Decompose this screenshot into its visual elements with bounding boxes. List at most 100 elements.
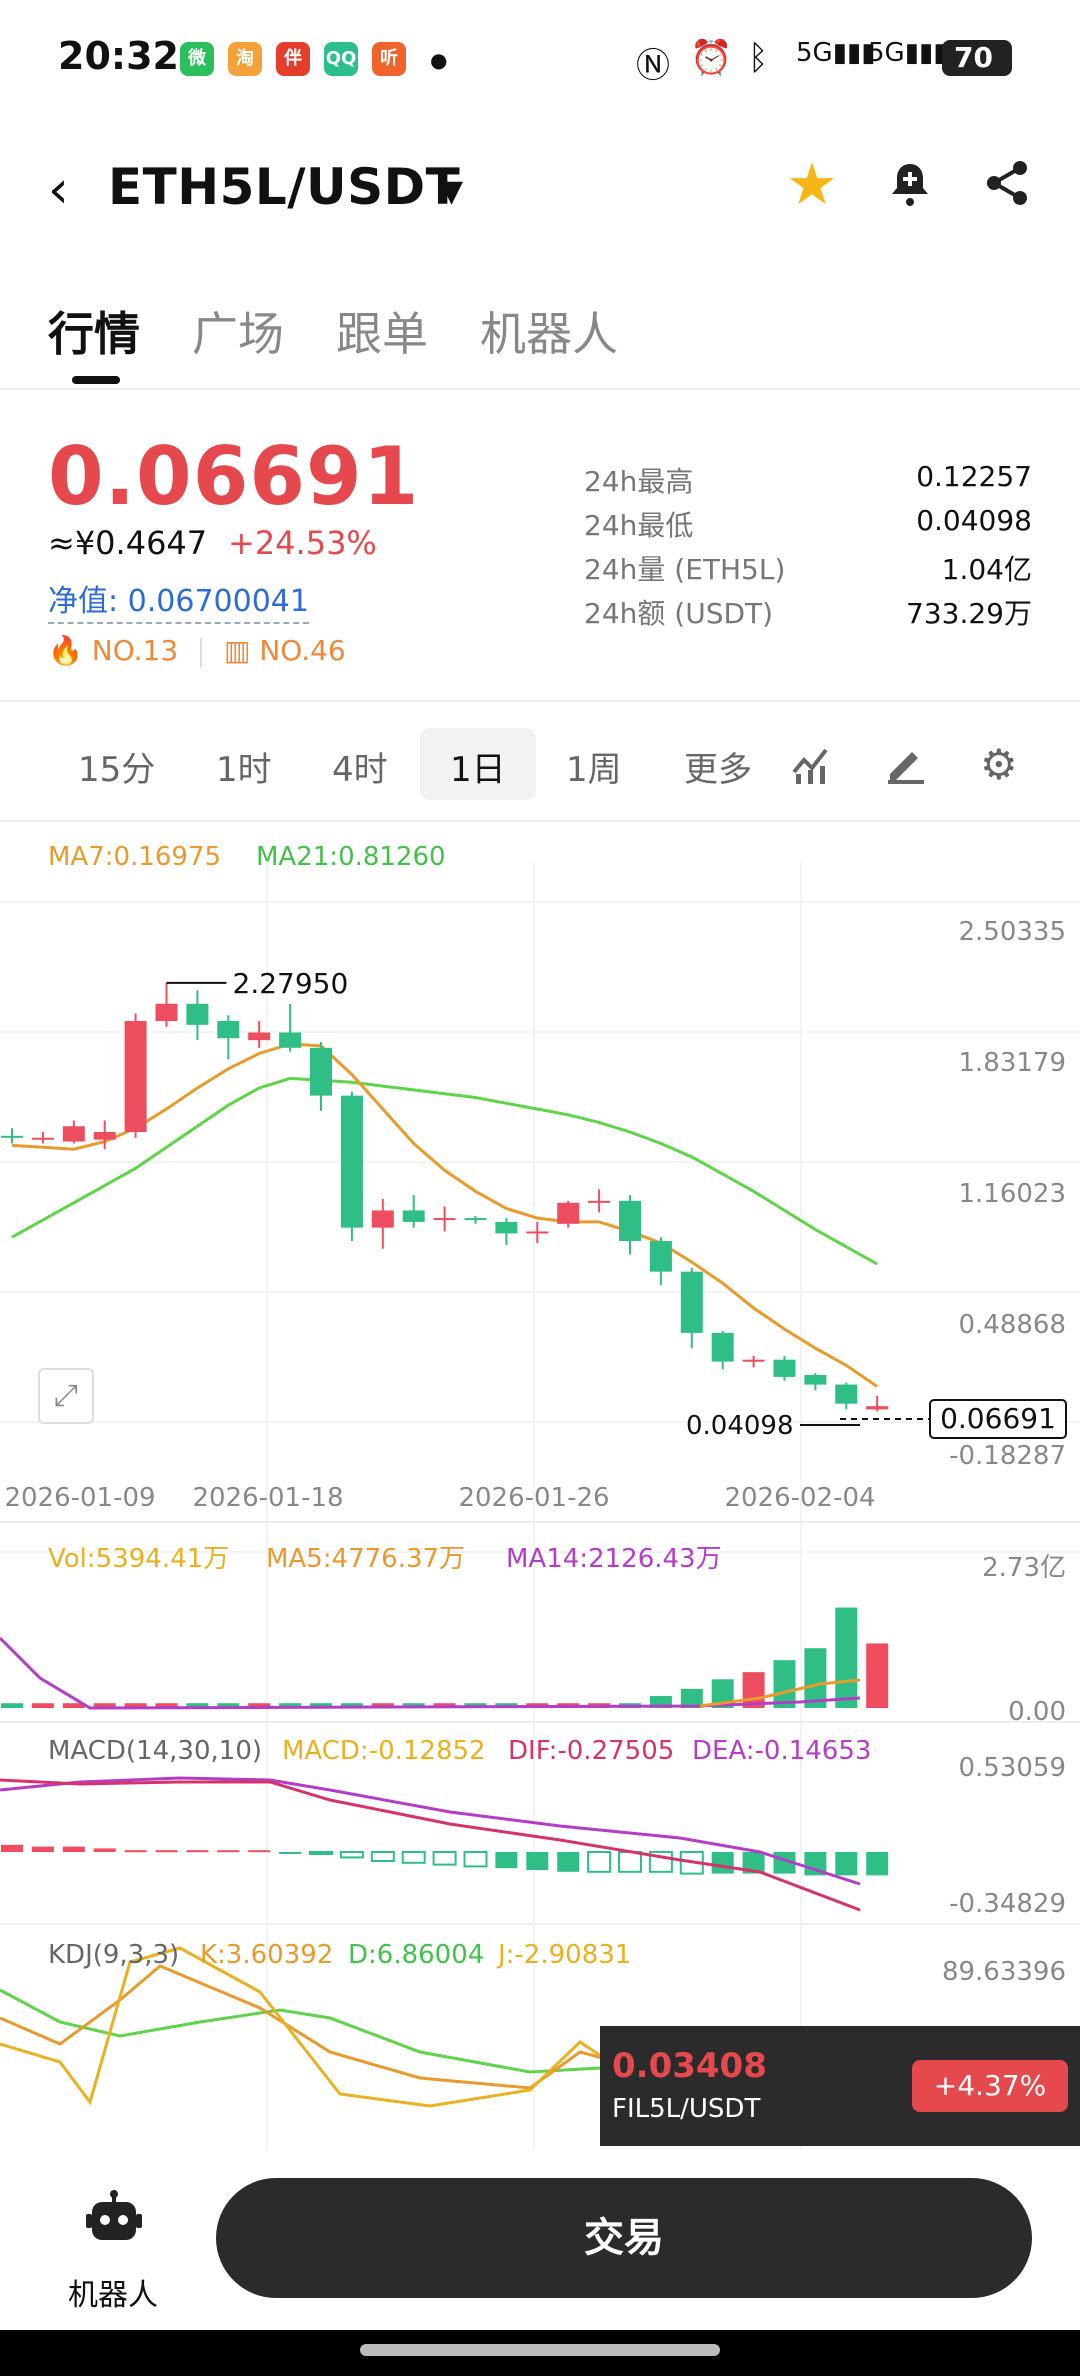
alert-bell-icon[interactable] <box>884 158 936 214</box>
timeframe-active-bg <box>420 728 536 800</box>
tf-15m[interactable]: 15分 <box>78 750 156 790</box>
candle-body <box>619 1200 641 1242</box>
volume-bar <box>248 1703 271 1708</box>
taobao-icon: 淘 <box>228 42 262 76</box>
stat-high-value: 0.12257 <box>916 460 1032 493</box>
macd-axis-tick: 0.53059 <box>958 1753 1066 1783</box>
float-price: 0.03408 <box>612 2046 767 2086</box>
rank-gain-label: NO.46 <box>259 634 346 667</box>
candle-body <box>742 1359 765 1362</box>
macd-hist-bar <box>186 1850 209 1853</box>
bottom-bar: 机器人 交易 <box>0 2150 1080 2330</box>
main-tabs: 行情 广场 跟单 机器人 <box>0 290 1080 390</box>
tf-4h[interactable]: 4时 <box>332 750 388 790</box>
ma7-line <box>11 1042 879 1388</box>
indicator-icon[interactable] <box>790 742 834 790</box>
ma21-legend: MA21:0.81260 <box>256 842 446 872</box>
candle-body <box>186 1003 209 1025</box>
dea-value: DEA:-0.14653 <box>692 1736 872 1766</box>
stat-amount-value: 733.29万 <box>906 597 1032 630</box>
macd-hist-bar <box>309 1851 333 1855</box>
tab-copy-trade[interactable]: 跟单 <box>336 307 428 361</box>
candle-body <box>124 1021 147 1132</box>
float-pair: FIL5L/USDT <box>612 2094 761 2124</box>
stat-low-value: 0.04098 <box>916 504 1032 537</box>
macd-hist-bar <box>248 1850 271 1853</box>
tf-more[interactable]: 更多 <box>684 750 752 790</box>
tab-square[interactable]: 广场 <box>192 307 284 361</box>
tf-1d[interactable]: 1日 <box>450 750 506 790</box>
candle-body <box>62 1126 85 1142</box>
volume-bar <box>279 1703 302 1708</box>
tf-1h[interactable]: 1时 <box>216 750 272 790</box>
volume-bar <box>773 1660 796 1708</box>
candle-body <box>680 1271 703 1333</box>
ma5-vol-legend: MA5:4776.37万 <box>266 1544 466 1574</box>
trade-button[interactable]: 交易 <box>216 2178 1032 2298</box>
candle-body <box>866 1406 889 1410</box>
macd-hist-bar <box>31 1846 54 1852</box>
candle-body <box>340 1095 363 1228</box>
price-axis-tick: 2.50335 <box>958 917 1066 947</box>
rank-hot[interactable]: 🔥 NO.13 <box>48 634 178 667</box>
macd-hist-bar <box>618 1851 642 1873</box>
last-price: 0.06691 <box>48 430 420 523</box>
status-time: 20:32 <box>58 34 179 78</box>
expand-icon[interactable]: ⤢ <box>38 1368 94 1424</box>
kdj-name: KDJ(9,3,3) <box>48 1940 180 1970</box>
macd-hist-bar <box>432 1851 457 1866</box>
candle-body <box>557 1202 580 1224</box>
kdj-k: K:3.60392 <box>200 1940 334 1970</box>
stat-amount-label: 24h额 (USDT) <box>584 597 774 630</box>
volume-bar <box>340 1703 363 1708</box>
robot-label[interactable]: 机器人 <box>68 2278 158 2313</box>
tf-1w[interactable]: 1周 <box>566 750 622 790</box>
candle-body <box>464 1218 487 1221</box>
timeframe-bar: 15分 1时 4时 1日 1周 更多 ⚙ <box>0 720 1080 820</box>
home-indicator[interactable] <box>360 2344 720 2356</box>
tab-market[interactable]: 行情 <box>48 307 140 361</box>
volume-bar <box>124 1703 147 1708</box>
cny-price: ≈¥0.4647 <box>48 524 208 562</box>
rank-gain[interactable]: ▥ NO.46 <box>224 634 346 667</box>
candle-body <box>402 1210 425 1222</box>
price-axis-tick: 0.48868 <box>958 1310 1066 1340</box>
macd-hist-bar <box>835 1852 858 1876</box>
back-icon[interactable]: ‹ <box>48 160 69 220</box>
volume-bar <box>31 1703 54 1708</box>
favorite-star-icon[interactable]: ★ <box>786 150 838 218</box>
candle-body <box>371 1210 394 1228</box>
kline-chart[interactable]: MA7:0.16975 MA21:0.81260 2.50335 1.83179 1… <box>0 820 1080 2152</box>
vol-ma5-line <box>699 1678 861 1708</box>
vol-legend: Vol:5394.41万 <box>48 1544 230 1574</box>
vol-ma14-line <box>0 1636 861 1710</box>
candle-body <box>31 1137 54 1140</box>
robot-icon[interactable] <box>86 2190 142 2250</box>
draw-pen-icon[interactable] <box>884 742 928 790</box>
volume-bar <box>155 1703 178 1708</box>
macd-hist-bar <box>62 1846 85 1852</box>
macd-hist-bar <box>866 1852 889 1876</box>
volume-bar <box>217 1703 240 1708</box>
stat-low-label: 24h最低 <box>584 509 694 542</box>
tab-robot[interactable]: 机器人 <box>480 307 618 361</box>
signal-5g-icon: 5G▮▮▮ <box>796 38 876 68</box>
ma21-line <box>11 1076 878 1266</box>
net-value[interactable]: 净值: 0.06700041 <box>48 576 309 624</box>
qq-icon: QQ <box>324 42 358 76</box>
pair-title[interactable]: ETH5L/USDT <box>108 158 461 216</box>
pair-dropdown-icon[interactable]: ▼ <box>440 174 464 209</box>
current-price-label: 0.06691 <box>940 1402 1056 1435</box>
macd-hist-bar <box>279 1852 302 1854</box>
price-axis-tick: -0.18287 <box>949 1441 1066 1471</box>
volume-bar <box>310 1703 332 1708</box>
share-icon[interactable] <box>982 158 1032 212</box>
current-price-box <box>929 1399 1067 1439</box>
settings-gear-icon[interactable]: ⚙ <box>980 740 1018 789</box>
floating-ticker[interactable]: 0.03408 FIL5L/USDT +4.37% <box>600 2026 1080 2146</box>
macd-hist-bar <box>1 1844 23 1852</box>
candle-body <box>649 1241 672 1272</box>
bluetooth-icon: ᛒ <box>748 38 769 78</box>
alarm-icon: ⏰ <box>690 38 733 78</box>
chart-canvas[interactable]: 2.50335 1.83179 1.16023 0.48868 -0.18287 2.27… <box>0 822 1080 2152</box>
